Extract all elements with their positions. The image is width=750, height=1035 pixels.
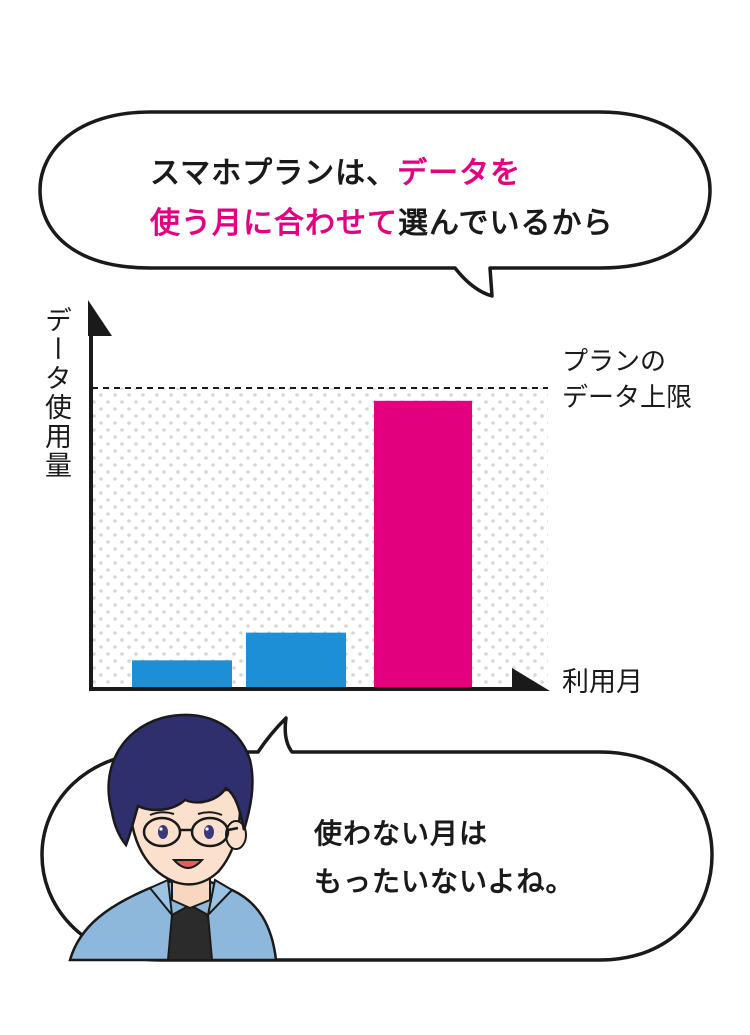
y-axis-arrow (88, 300, 112, 336)
data-usage-chart (88, 300, 550, 691)
x-axis-label: 利用月 (562, 667, 643, 698)
x-axis-arrow (512, 668, 550, 691)
plan-limit-label-line-2: データ上限 (562, 383, 693, 413)
top-bubble-line-2-accent: 使う月に合わせて (150, 206, 398, 241)
chart-bars (132, 400, 472, 688)
plan-limit-label: プランの データ上限 (562, 344, 692, 416)
top-bubble-line-2-plain: 選んでいるから (398, 206, 614, 241)
bottom-bubble-line-2: もったいないよね。 (314, 865, 575, 898)
top-bubble-line-2: 使う月に合わせて選んでいるから (150, 198, 614, 242)
chart-bar-2 (246, 632, 346, 688)
chart-bar-1 (132, 660, 232, 688)
top-bubble-line-1-accent: データを (397, 156, 522, 191)
man-with-glasses-avatar (68, 713, 278, 962)
y-axis-label: データ使用量 (40, 306, 71, 480)
top-bubble-line-1: スマホプランは、データを (150, 148, 521, 192)
top-bubble-line-1-plain: スマホプランは、 (150, 156, 398, 191)
chart-bar-3 (374, 400, 472, 688)
plan-limit-label-line-1: プランの (562, 347, 667, 377)
top-speech-bubble (38, 110, 712, 298)
bottom-bubble-line-1: 使わない月は (314, 817, 489, 850)
